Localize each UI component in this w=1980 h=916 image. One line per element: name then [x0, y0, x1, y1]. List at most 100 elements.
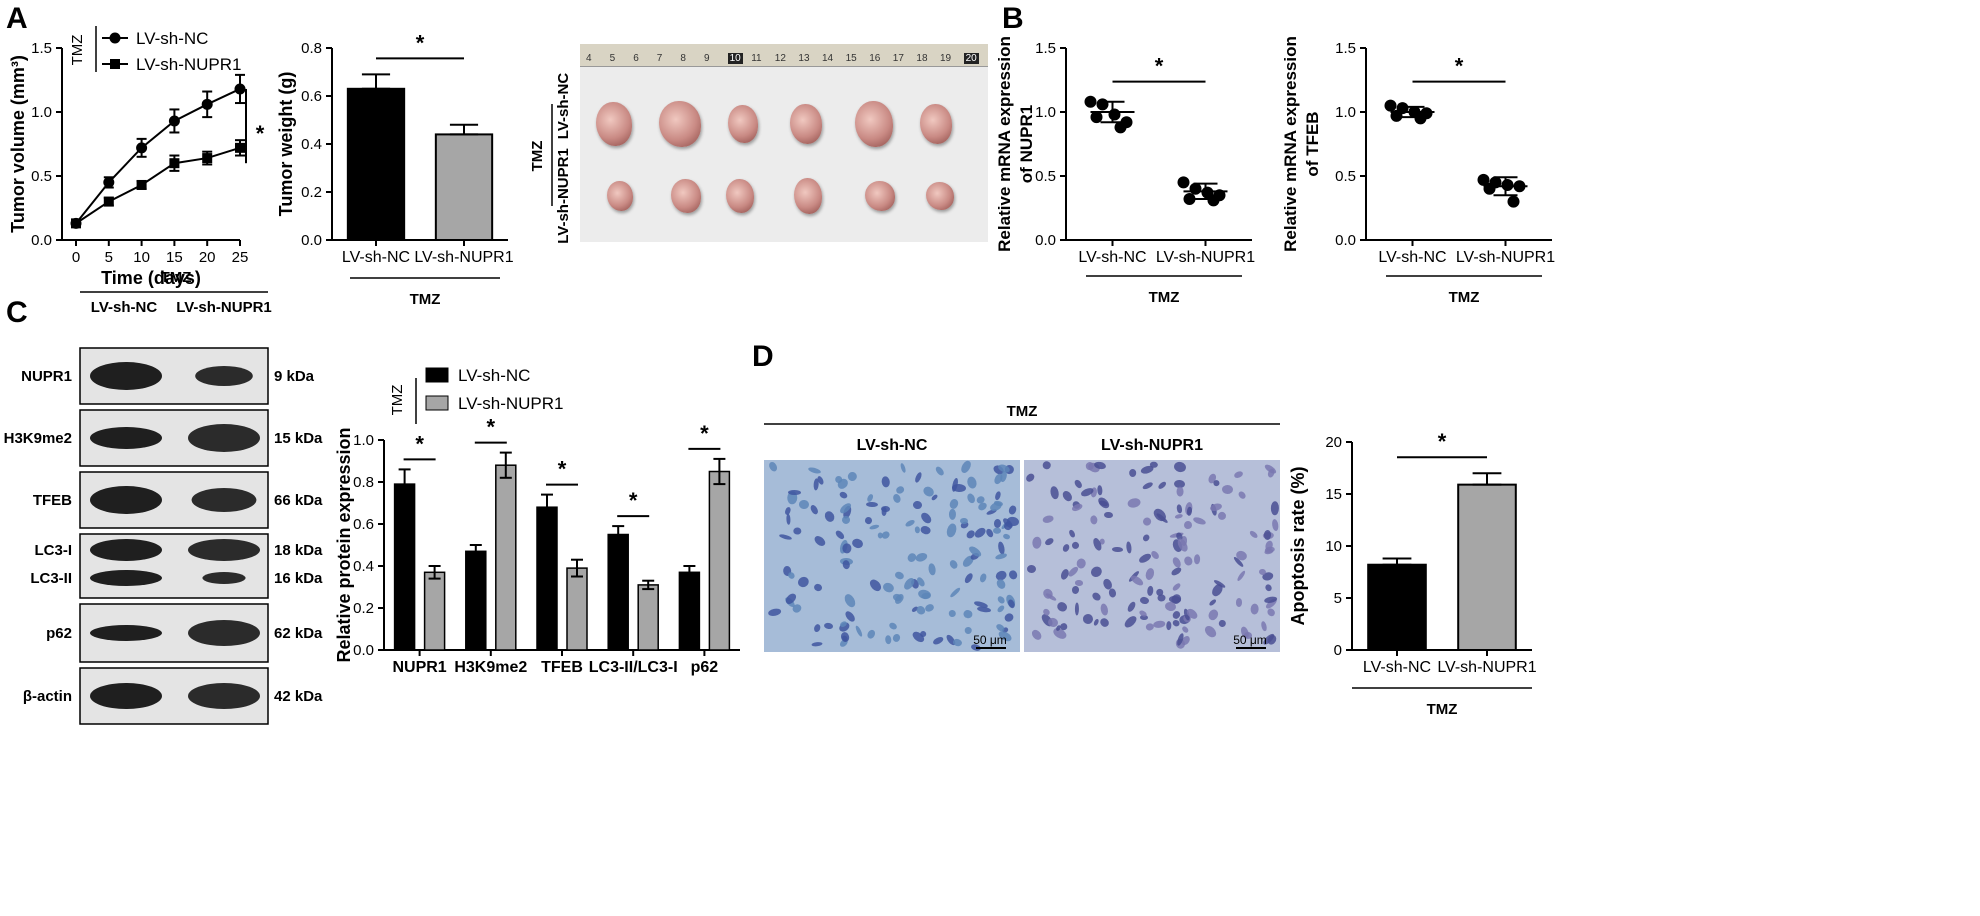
b2-y-tick-label: 0.5 — [1335, 168, 1356, 185]
a1-x-tick-label: 5 — [105, 249, 113, 266]
b2-point — [1507, 195, 1520, 208]
wb-kda-label: 16 kDa — [274, 570, 323, 587]
b1-x-tick-label: LV-sh-NC — [1078, 249, 1146, 266]
a1-point — [235, 142, 245, 153]
d1-bar — [1367, 563, 1427, 651]
b2-y-tick-label: 1.0 — [1335, 104, 1356, 121]
a1-point — [103, 176, 115, 188]
wb-band-label: LC3-I — [35, 542, 73, 559]
ruler-number: 8 — [680, 53, 686, 64]
a1-point — [103, 196, 114, 207]
a1-point — [234, 83, 246, 95]
ruler-number: 7 — [656, 53, 663, 64]
tumor — [659, 101, 701, 147]
b1-y-tick-label: 0.0 — [1035, 232, 1056, 249]
c1-bar — [708, 470, 731, 651]
a1-point — [136, 179, 147, 190]
wb-band — [188, 620, 260, 646]
a1-x-tick-label: 20 — [199, 249, 216, 266]
tunel-column-label: LV-sh-NUPR1 — [1101, 437, 1203, 454]
scale-bar-label: 50 μm — [1233, 633, 1267, 647]
c1-legend-swatch — [425, 367, 449, 383]
c1-y-tick-label: 0.4 — [353, 558, 374, 575]
a2-y-axis-label: Tumor weight (g) — [276, 72, 296, 217]
tunel-image-nupr1 — [1024, 460, 1280, 652]
d1-group-label: TMZ — [1427, 701, 1458, 718]
wb-band — [202, 572, 246, 584]
a1-point — [168, 115, 180, 127]
d1-y-axis-label: Apoptosis rate (%) — [1288, 466, 1308, 625]
c1-x-tick-label: H3K9me2 — [454, 659, 527, 676]
wb-band — [90, 486, 162, 514]
tumor — [671, 179, 701, 213]
c1-bar — [393, 483, 416, 651]
d1-y-tick-label: 15 — [1325, 486, 1342, 503]
ruler-number: 19 — [940, 53, 952, 64]
c1-bar — [637, 584, 659, 651]
panel-label-b: B — [1002, 2, 1024, 35]
d1-x-tick-label: LV-sh-NC — [1363, 659, 1431, 676]
a1-x-tick-label: 10 — [133, 249, 150, 266]
b1-point — [1183, 193, 1196, 206]
c1-legend-label: LV-sh-NUPR1 — [458, 394, 564, 413]
ruler-number: 12 — [774, 53, 786, 64]
a1-point — [136, 142, 148, 154]
a1-point — [202, 153, 213, 164]
d1-x-tick-label: LV-sh-NUPR1 — [1437, 659, 1536, 676]
c1-sig-star: * — [487, 415, 496, 440]
ruler — [580, 44, 988, 67]
ruler-number: 6 — [633, 53, 639, 64]
a1-point — [201, 98, 213, 110]
wb-band — [188, 424, 260, 452]
a1-series-line — [75, 146, 241, 225]
ruler-number: 16 — [869, 53, 881, 64]
c1-x-tick-label: NUPR1 — [392, 659, 446, 676]
c1-y-tick-label: 0.8 — [353, 474, 374, 491]
c1-bar — [465, 550, 487, 651]
a1-point — [71, 218, 81, 229]
tumor — [728, 105, 758, 143]
a1-sig-star: * — [256, 121, 265, 146]
scale-bar-label: 50 μm — [973, 633, 1007, 647]
c1-sig-star: * — [415, 431, 424, 456]
a1-y-tick-label: 0.5 — [31, 168, 52, 185]
a1-legend-label: LV-sh-NC — [136, 29, 208, 48]
c1-bar — [536, 506, 558, 651]
c1-x-tick-label: LC3-II/LC3-I — [589, 659, 678, 676]
d1-y-tick-label: 10 — [1325, 538, 1342, 555]
tumor — [607, 181, 633, 211]
wb-kda-label: 15 kDa — [274, 430, 323, 447]
c1-legend-swatch — [425, 395, 449, 411]
b1-y-tick-label: 1.5 — [1035, 40, 1056, 57]
b2-y-axis-label: of TFEB — [1303, 111, 1322, 176]
a1-x-tick-label: 0 — [72, 249, 80, 266]
tumor — [794, 178, 822, 214]
wb-column-label: LV-sh-NUPR1 — [176, 299, 272, 316]
c1-y-tick-label: 0.6 — [353, 516, 374, 533]
c1-x-tick-label: p62 — [691, 659, 719, 676]
tunel-column-label: LV-sh-NC — [857, 437, 928, 454]
d1-y-tick-label: 0 — [1334, 642, 1342, 659]
wb-band-label: H3K9me2 — [4, 430, 72, 447]
b1-y-axis-label: of NUPR1 — [1017, 105, 1036, 183]
a2-bar — [434, 133, 494, 241]
a2-y-tick-label: 0.8 — [301, 40, 322, 57]
wb-kda-label: 62 kDa — [274, 625, 323, 642]
ruler-number: 20 — [963, 53, 979, 64]
c1-bar — [423, 571, 446, 651]
a2-y-tick-label: 0.6 — [301, 88, 322, 105]
c1-x-tick-label: TFEB — [541, 659, 583, 676]
tumor — [920, 104, 952, 144]
tunel-image-nc — [764, 460, 1020, 652]
wb-band-label: p62 — [46, 625, 72, 642]
wb-band — [90, 427, 162, 449]
c1-y-tick-label: 0.0 — [353, 642, 374, 659]
b2-y-tick-label: 0.0 — [1335, 232, 1356, 249]
tumor-group-label: TMZ — [529, 141, 546, 172]
tumor-row-label: LV-sh-NUPR1 — [555, 148, 572, 244]
d1-y-tick-label: 5 — [1334, 590, 1342, 607]
tumor-photo: 4 5 6 7 8 9 10 11 12 13 14 15 16 17 18 19 20 — [580, 44, 988, 242]
a1-legend-group: TMZ — [69, 35, 86, 66]
b2-sig-star: * — [1455, 54, 1464, 79]
